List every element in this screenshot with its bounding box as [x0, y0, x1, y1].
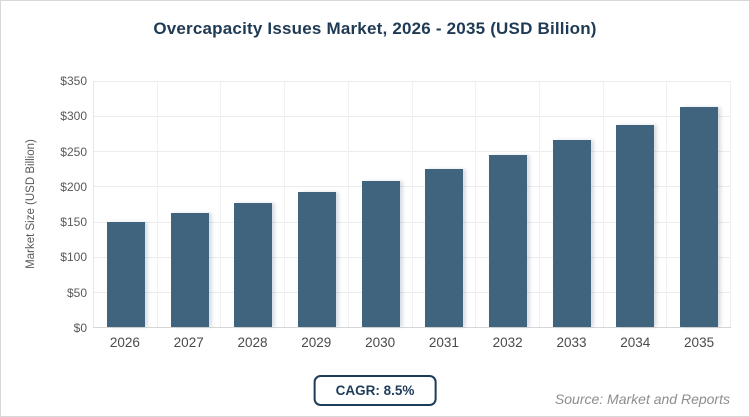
- v-gridline: [538, 81, 540, 327]
- source-text: Source: Market and Reports: [554, 391, 730, 407]
- h-gridline: [94, 186, 731, 188]
- y-tick-label: $50: [66, 285, 87, 300]
- x-tick-label: 2035: [684, 335, 715, 350]
- x-tick-label: 2032: [492, 335, 523, 350]
- x-tick-label: 2033: [556, 335, 587, 350]
- h-gridline: [94, 291, 731, 293]
- y-tick-label: $100: [60, 250, 87, 265]
- x-tick-label: 2027: [173, 335, 204, 350]
- y-tick-label: $300: [60, 109, 87, 124]
- v-gridline: [284, 81, 286, 327]
- y-tick-label: $200: [60, 179, 87, 194]
- x-tick-label: 2026: [109, 335, 140, 350]
- x-axis-labels: 2026 2027 2028 2029 2030 2031 2032 2033 2034 2035: [93, 335, 731, 350]
- plot-area: [93, 81, 731, 328]
- v-gridline: [411, 81, 413, 327]
- bar-2032: [489, 155, 528, 327]
- bar-2026: [106, 221, 145, 327]
- x-tick-label: 2028: [237, 335, 268, 350]
- v-gridline: [220, 81, 222, 327]
- x-tick-label: 2034: [620, 335, 651, 350]
- cagr-badge: CAGR: 8.5%: [313, 375, 437, 406]
- bar-2029: [297, 192, 336, 327]
- x-tick-label: 2031: [428, 335, 459, 350]
- bar-2034: [616, 124, 655, 327]
- bar-2035: [680, 107, 719, 327]
- y-tick-label: $350: [60, 74, 87, 88]
- h-gridline: [94, 116, 731, 118]
- bar-2028: [234, 202, 273, 327]
- y-tick-label: $150: [60, 215, 87, 230]
- v-gridline: [156, 81, 158, 327]
- y-tick-label: $0: [73, 321, 87, 335]
- bar-2030: [361, 180, 400, 327]
- h-gridline: [94, 81, 731, 82]
- bar-2033: [552, 140, 591, 327]
- x-tick-label: 2029: [301, 335, 332, 350]
- bar-2031: [425, 168, 464, 327]
- chart-title: Overcapacity Issues Market, 2026 - 2035 …: [153, 19, 597, 38]
- v-gridline: [347, 81, 349, 327]
- h-gridline: [94, 221, 731, 223]
- x-tick-label: 2030: [365, 335, 396, 350]
- v-gridline: [730, 81, 731, 327]
- h-gridline: [94, 256, 731, 258]
- v-gridline: [602, 81, 604, 327]
- y-tick-label: $250: [60, 144, 87, 159]
- bar-2027: [170, 212, 209, 327]
- v-gridline: [475, 81, 477, 327]
- v-gridline: [666, 81, 668, 327]
- h-gridline: [94, 151, 731, 153]
- y-axis-ticks: $0 $50 $100 $150 $200 $250 $300 $350: [1, 74, 87, 335]
